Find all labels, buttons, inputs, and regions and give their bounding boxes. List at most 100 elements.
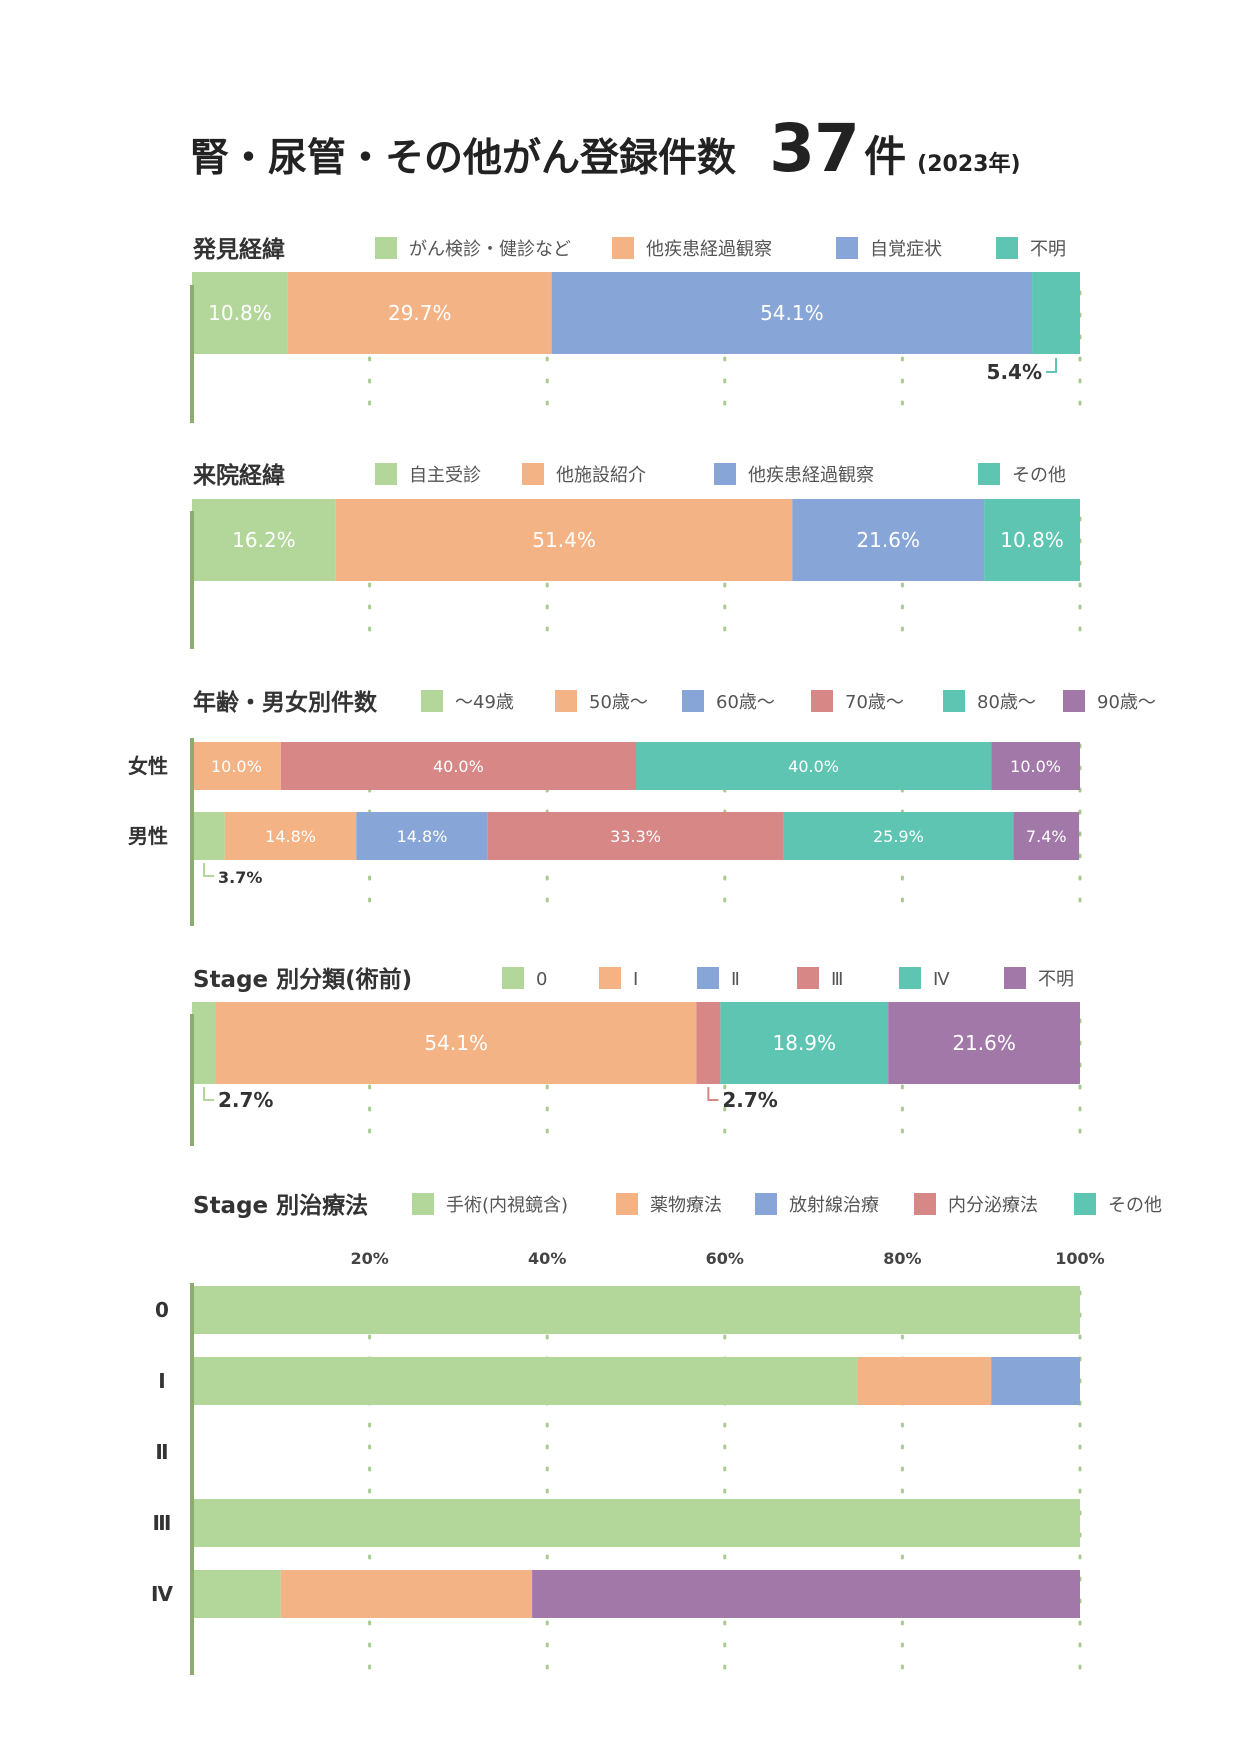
bar-label-age-0-3: 40.0% xyxy=(433,757,484,776)
bar-label-visit-0-2: 21.6% xyxy=(856,528,920,552)
callout-line-stage-0-3 xyxy=(707,1087,719,1101)
bar-segment-age-1-3 xyxy=(487,812,784,860)
bar-segment-stage-0-3 xyxy=(696,1002,721,1084)
bar-label-discovery-0-1: 29.7% xyxy=(388,301,452,325)
title-year: (2023年) xyxy=(917,152,1021,177)
legend-swatch-stage-5 xyxy=(1004,967,1026,989)
bar-segment-treatment-4-1 xyxy=(280,1570,533,1618)
legend-swatch-visit-2 xyxy=(714,463,736,485)
callout-label-stage-0-3: 2.7% xyxy=(722,1088,777,1112)
legend-swatch-discovery-3 xyxy=(996,237,1018,259)
legend-swatch-discovery-2 xyxy=(836,237,858,259)
legend-label-age-5: 90歳〜 xyxy=(1097,692,1156,713)
bar-label-discovery-0-2: 54.1% xyxy=(760,301,824,325)
title-count: 37 xyxy=(769,110,860,187)
bar-segment-visit-0-2 xyxy=(792,499,985,581)
legend-label-treatment-1: 薬物療法 xyxy=(650,1195,722,1216)
legend-swatch-treatment-0 xyxy=(412,1193,434,1215)
legend-label-discovery-3: 不明 xyxy=(1030,239,1066,260)
section-title-visit: 来院経緯 xyxy=(193,462,285,489)
x-tick-label-2: 60% xyxy=(706,1249,744,1268)
callout-label-age-1-0: 3.7% xyxy=(218,868,262,887)
bar-label-age-1-4: 25.9% xyxy=(873,827,924,846)
legend-swatch-visit-3 xyxy=(978,463,1000,485)
legend-label-treatment-4: その他 xyxy=(1108,1195,1162,1216)
bar-segment-stage-0-4 xyxy=(720,1002,889,1084)
x-tick-label-0: 20% xyxy=(350,1249,388,1268)
x-tick-label-1: 40% xyxy=(528,1249,566,1268)
bar-segment-treatment-1-0 xyxy=(192,1357,858,1405)
legend-swatch-treatment-3 xyxy=(914,1193,936,1215)
bar-segment-treatment-3-0 xyxy=(192,1499,1080,1547)
callout-line-stage-0-0 xyxy=(203,1087,214,1101)
legend-swatch-age-5 xyxy=(1063,690,1085,712)
legend-swatch-visit-1 xyxy=(522,463,544,485)
legend-swatch-treatment-4 xyxy=(1074,1193,1096,1215)
bar-label-visit-0-1: 51.4% xyxy=(532,528,596,552)
legend-label-stage-5: 不明 xyxy=(1038,969,1074,990)
section-title-age: 年齢・男女別件数 xyxy=(193,689,378,716)
bar-label-stage-0-5: 21.6% xyxy=(952,1031,1016,1055)
bar-label-age-1-5: 7.4% xyxy=(1026,827,1067,846)
bar-segment-age-0-5 xyxy=(991,742,1080,790)
title-unit: 件 xyxy=(864,132,907,181)
legend-label-age-2: 60歳〜 xyxy=(716,692,775,713)
row-label-age-0: 女性 xyxy=(128,754,168,778)
callout-label-discovery-0-3: 5.4% xyxy=(987,360,1042,384)
section-title-discovery: 発見経緯 xyxy=(192,236,285,263)
legend-label-stage-1: Ⅰ xyxy=(633,969,638,990)
bar-label-age-1-1: 14.8% xyxy=(265,827,316,846)
legend-swatch-stage-3 xyxy=(797,967,819,989)
bar-label-discovery-0-0: 10.8% xyxy=(208,301,272,325)
legend-swatch-age-3 xyxy=(811,690,833,712)
legend-label-age-3: 70歳〜 xyxy=(845,692,904,713)
bar-segment-age-0-1 xyxy=(192,742,281,790)
legend-label-visit-2: 他疾患経過観察 xyxy=(748,465,874,486)
legend-label-stage-0: 0 xyxy=(536,969,547,990)
bar-segment-treatment-4-2 xyxy=(532,1570,1080,1618)
bar-segment-visit-0-1 xyxy=(335,499,793,581)
bar-segment-discovery-0-0 xyxy=(192,272,288,354)
legend-swatch-discovery-1 xyxy=(612,237,634,259)
bar-label-age-0-5: 10.0% xyxy=(1010,757,1061,776)
callout-label-stage-0-0: 2.7% xyxy=(218,1088,273,1112)
bar-segment-age-0-4 xyxy=(636,742,992,790)
callout-line-age-1-0 xyxy=(203,863,214,877)
section-title-treatment: Stage 別治療法 xyxy=(193,1192,368,1219)
bar-segment-stage-0-5 xyxy=(888,1002,1080,1084)
bar-label-age-1-2: 14.8% xyxy=(397,827,448,846)
legend-label-visit-3: その他 xyxy=(1012,465,1066,486)
legend-swatch-stage-0 xyxy=(502,967,524,989)
legend-swatch-stage-2 xyxy=(697,967,719,989)
bar-segment-discovery-0-1 xyxy=(287,272,552,354)
bar-label-visit-0-3: 10.8% xyxy=(1000,528,1064,552)
legend-swatch-discovery-0 xyxy=(375,237,397,259)
row-label-treatment-3: Ⅲ xyxy=(153,1511,172,1535)
legend-swatch-age-1 xyxy=(555,690,577,712)
bar-segment-discovery-0-3 xyxy=(1032,272,1080,354)
bar-segment-age-1-2 xyxy=(356,812,488,860)
legend-swatch-visit-0 xyxy=(375,463,397,485)
row-label-treatment-1: Ⅰ xyxy=(158,1369,165,1393)
section-title-stage: Stage 別分類(術前) xyxy=(193,966,412,993)
bar-label-age-0-1: 10.0% xyxy=(211,757,262,776)
bar-label-age-0-4: 40.0% xyxy=(788,757,839,776)
legend-label-discovery-2: 自覚症状 xyxy=(870,239,942,260)
legend-swatch-age-0 xyxy=(421,690,443,712)
bar-segment-visit-0-3 xyxy=(984,499,1080,581)
bar-segment-age-1-0 xyxy=(192,812,225,860)
x-tick-label-4: 100% xyxy=(1055,1249,1104,1268)
legend-swatch-stage-4 xyxy=(899,967,921,989)
bar-segment-stage-0-0 xyxy=(192,1002,216,1084)
bar-segment-treatment-1-2 xyxy=(991,1357,1080,1405)
legend-label-discovery-0: がん検診・健診など xyxy=(409,239,571,260)
legend-label-stage-3: Ⅲ xyxy=(831,969,843,990)
legend-label-stage-2: Ⅱ xyxy=(731,969,740,990)
legend-label-discovery-1: 他疾患経過観察 xyxy=(646,239,772,260)
legend-label-treatment-0: 手術(内視鏡含) xyxy=(446,1195,568,1216)
legend-label-age-0: 〜49歳 xyxy=(455,692,514,713)
callout-line-discovery-0-3 xyxy=(1046,358,1058,373)
title-main: 腎・尿管・その他がん登録件数 xyxy=(190,136,737,181)
legend-swatch-age-4 xyxy=(943,690,965,712)
